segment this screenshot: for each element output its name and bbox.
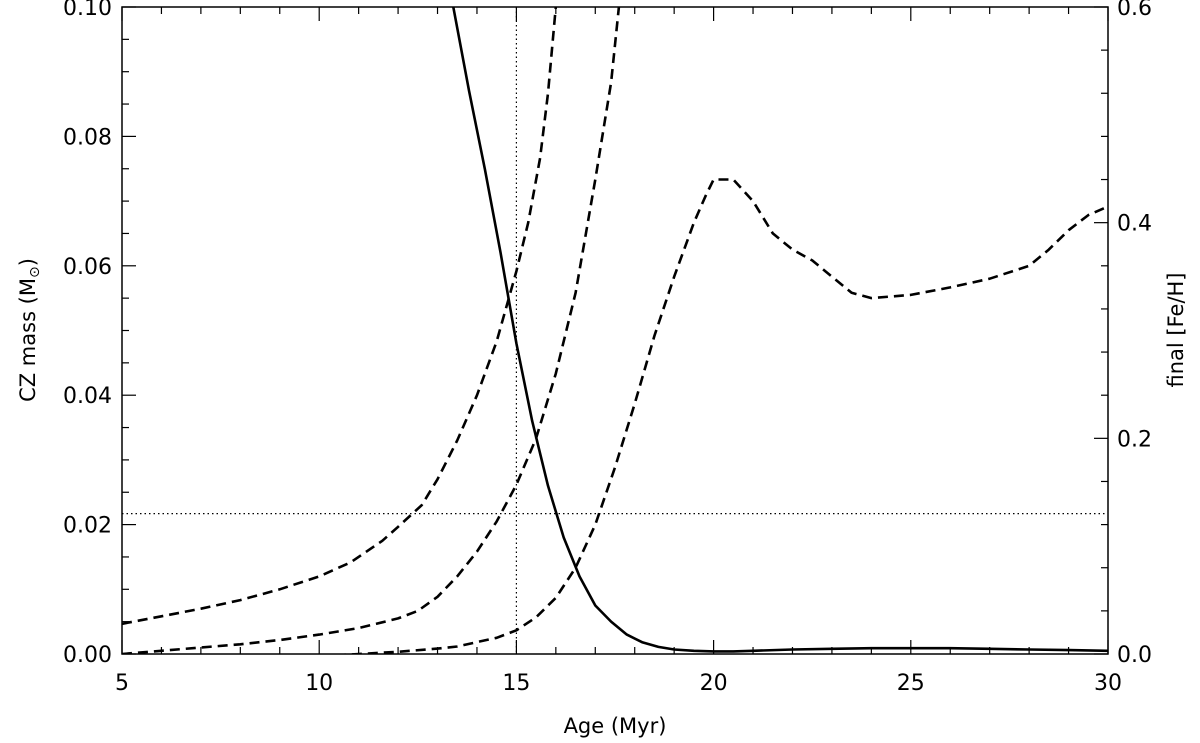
y-right-tick-label: 0.2	[1117, 427, 1152, 452]
y-right-axis-title: final [Fe/H]	[1164, 272, 1188, 387]
y-left-tick-label: 0.02	[63, 514, 112, 539]
dashed-series-line-2	[122, 7, 558, 626]
x-tick-label: 10	[305, 671, 333, 696]
y-left-axis-title-text: CZ mass (M	[16, 278, 40, 402]
y-left-tick-label: 0.00	[63, 643, 112, 668]
x-tick-label: 25	[897, 671, 925, 696]
dashed-series-line-4	[335, 178, 1108, 654]
reference-lines	[122, 7, 1108, 654]
x-tick-label: 20	[700, 671, 728, 696]
x-tick-label: 30	[1094, 671, 1122, 696]
series-group	[122, 7, 1108, 654]
tick-marks	[121, 6, 1109, 655]
y-right-tick-label: 0.0	[1117, 643, 1152, 668]
y-left-tick-label: 0.04	[63, 384, 112, 409]
dashed-series-line-3	[122, 7, 621, 654]
x-tick-label: 5	[115, 671, 129, 696]
x-tick-label: 15	[502, 671, 530, 696]
sun-symbol: ⊙	[27, 266, 43, 278]
tick-labels: 5 10 15 20 25 30 0.00 0.02 0.04 0.06 0.08 0.10 0.0 0.…	[63, 0, 1152, 696]
x-axis-title: Age (Myr)	[564, 714, 667, 738]
solid-series-line-1	[452, 7, 1108, 653]
y-right-tick-label: 0.4	[1117, 212, 1152, 237]
y-left-tick-label: 0.08	[63, 125, 112, 150]
y-left-tick-label: 0.06	[63, 255, 112, 280]
y-left-axis-title: CZ mass (M⊙)	[16, 258, 43, 402]
y-left-tick-label: 0.10	[63, 0, 112, 21]
plot-frame	[121, 6, 1109, 655]
y-left-axis-title-suffix: )	[16, 258, 40, 266]
y-right-tick-label: 0.6	[1117, 0, 1152, 21]
